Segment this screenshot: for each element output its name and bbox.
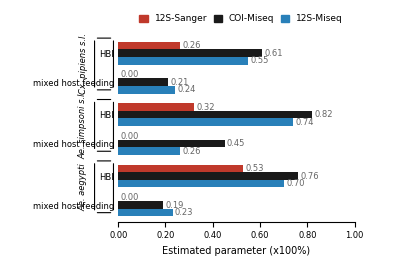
Text: 0.24: 0.24 — [177, 85, 196, 94]
Bar — [118, 119, 293, 126]
Text: 0.74: 0.74 — [296, 118, 314, 127]
Bar — [118, 103, 194, 111]
Text: 0.82: 0.82 — [314, 110, 333, 119]
Text: 0.19: 0.19 — [165, 201, 184, 210]
Text: 0.70: 0.70 — [286, 179, 305, 188]
Text: 0.21: 0.21 — [170, 78, 189, 87]
Bar — [118, 148, 180, 155]
Text: 0.23: 0.23 — [175, 208, 193, 217]
X-axis label: Estimated parameter (x100%): Estimated parameter (x100%) — [162, 246, 310, 256]
Text: 0.76: 0.76 — [300, 172, 319, 181]
Text: Cx. pipiens s.l.: Cx. pipiens s.l. — [79, 34, 88, 95]
Bar — [118, 172, 298, 180]
Bar — [118, 49, 262, 57]
Bar — [118, 165, 243, 172]
Bar — [118, 86, 175, 94]
Text: 0.53: 0.53 — [246, 164, 264, 173]
Text: 0.00: 0.00 — [121, 70, 139, 79]
Bar — [118, 140, 225, 148]
Bar — [118, 57, 248, 65]
Bar — [118, 180, 284, 187]
Bar — [118, 111, 312, 119]
Text: 0.26: 0.26 — [182, 147, 201, 156]
Text: 0.55: 0.55 — [251, 56, 269, 65]
Legend: 12S-Sanger, COI-Miseq, 12S-Miseq: 12S-Sanger, COI-Miseq, 12S-Miseq — [136, 11, 346, 27]
Text: Ae. simpsoni s.l.: Ae. simpsoni s.l. — [79, 91, 88, 159]
Text: Ae. aegypti: Ae. aegypti — [79, 163, 88, 211]
Text: 0.00: 0.00 — [121, 193, 139, 202]
Text: 0.61: 0.61 — [265, 49, 283, 58]
Text: 0.32: 0.32 — [196, 103, 215, 112]
Bar — [118, 42, 180, 49]
Text: 0.26: 0.26 — [182, 41, 201, 50]
Text: 0.00: 0.00 — [121, 131, 139, 140]
Bar — [118, 78, 168, 86]
Text: 0.45: 0.45 — [227, 139, 245, 148]
Bar — [118, 209, 173, 216]
Bar — [118, 201, 163, 209]
